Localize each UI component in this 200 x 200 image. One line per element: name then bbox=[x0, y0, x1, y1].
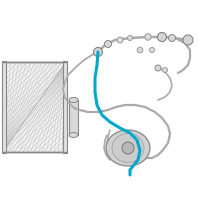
Ellipse shape bbox=[94, 47, 102, 56]
Bar bbox=[63, 61, 67, 153]
Bar bbox=[69, 100, 78, 135]
Ellipse shape bbox=[69, 98, 78, 102]
Ellipse shape bbox=[183, 35, 193, 45]
Ellipse shape bbox=[145, 34, 151, 40]
Ellipse shape bbox=[162, 68, 168, 72]
Ellipse shape bbox=[122, 142, 134, 154]
Bar bbox=[3, 62, 66, 152]
Ellipse shape bbox=[158, 32, 166, 42]
Ellipse shape bbox=[117, 37, 123, 43]
Ellipse shape bbox=[118, 139, 138, 157]
Ellipse shape bbox=[112, 134, 144, 162]
Ellipse shape bbox=[115, 135, 141, 161]
Ellipse shape bbox=[69, 132, 78, 138]
Ellipse shape bbox=[104, 40, 112, 47]
Ellipse shape bbox=[155, 65, 161, 71]
Ellipse shape bbox=[137, 47, 143, 53]
Bar bbox=[2, 61, 6, 153]
Ellipse shape bbox=[128, 36, 132, 40]
Ellipse shape bbox=[150, 47, 154, 52]
Bar bbox=[3, 62, 66, 152]
Ellipse shape bbox=[168, 34, 176, 42]
Ellipse shape bbox=[106, 130, 150, 166]
